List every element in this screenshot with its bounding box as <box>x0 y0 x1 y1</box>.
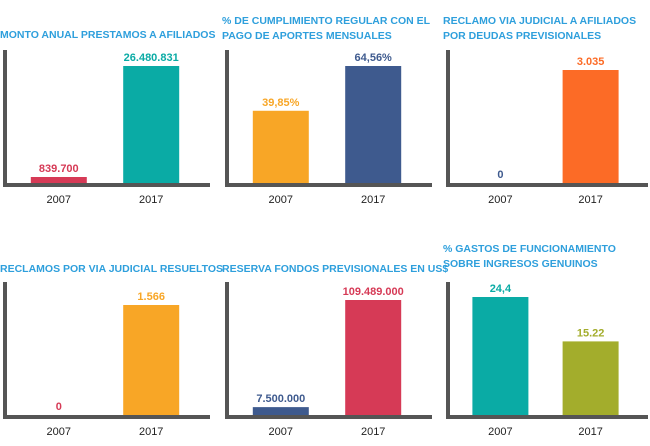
x-tick-label: 2017 <box>578 426 602 438</box>
x-tick-label: 2017 <box>139 426 163 438</box>
data-label: 0 <box>56 401 62 413</box>
data-label: 26.480.831 <box>124 52 179 64</box>
data-label: 109.489.000 <box>343 286 404 298</box>
bar-2017 <box>123 305 180 415</box>
chart-title: RESERVA FONDOS PREVISIONALES EN US$ <box>222 262 449 277</box>
data-label: 3.035 <box>577 56 605 68</box>
chart-title: % GASTOS DE FUNCIONAMIENTO SOBRE INGRESO… <box>443 242 650 272</box>
chart-panel-gastos: % GASTOS DE FUNCIONAMIENTO SOBRE INGRESO… <box>443 242 650 446</box>
chart-title-line: POR DEUDAS PREVISIONALES <box>443 30 602 42</box>
x-tick-label: 2007 <box>269 194 293 206</box>
chart-title: RECLAMO VIA JUDICIAL A AFILIADOS POR DEU… <box>443 14 650 44</box>
data-label: 24,4 <box>490 283 512 295</box>
chart-plot: 24,4 2007 15.22 2017 <box>443 282 648 442</box>
x-tick-label: 2017 <box>578 194 602 206</box>
x-tick-label: 2007 <box>47 426 71 438</box>
chart-plot: 839.700 2007 26.480.831 2017 <box>0 50 210 206</box>
x-tick-label: 2007 <box>269 426 293 438</box>
bar-chart-svg: 0 2007 1.566 2017 <box>3 282 210 438</box>
chart-title-line: MONTO ANUAL PRESTAMOS A AFILIADOS <box>0 29 216 41</box>
x-tick-label: 2017 <box>361 194 385 206</box>
chart-title-line: RESERVA FONDOS PREVISIONALES EN US$ <box>222 263 449 275</box>
x-tick-label: 2007 <box>488 194 512 206</box>
chart-title: % DE CUMPLIMIENTO REGULAR CON EL PAGO DE… <box>222 14 437 44</box>
chart-title-line: % DE CUMPLIMIENTO REGULAR CON EL <box>222 15 431 27</box>
bar-2017 <box>562 341 619 415</box>
bar-chart-svg: 24,4 2007 15.22 2017 <box>446 282 648 438</box>
bar-2017 <box>345 300 402 415</box>
data-label: 15.22 <box>577 327 605 339</box>
x-tick-label: 2017 <box>139 194 163 206</box>
bar-2017 <box>345 66 402 183</box>
data-label: 839.700 <box>39 163 79 175</box>
bar-chart-svg: 839.700 2007 26.480.831 2017 <box>3 50 210 206</box>
bar-chart-svg: 0 2007 3.035 2017 <box>446 50 648 206</box>
data-label: 39,85% <box>262 97 300 109</box>
chart-panel-reserva-fondos: RESERVA FONDOS PREVISIONALES EN US$ 7.50… <box>222 262 449 446</box>
chart-panel-reclamos-resueltos: RECLAMOS POR VIA JUDICIAL RESUELTOS 0 200… <box>0 262 224 446</box>
bar-2007 <box>472 297 529 415</box>
bar-2007 <box>252 110 309 183</box>
chart-title-line: PAGO DE APORTES MENSUALES <box>222 30 392 42</box>
chart-panel-cumplimiento: % DE CUMPLIMIENTO REGULAR CON EL PAGO DE… <box>222 14 437 208</box>
bar-2017 <box>562 70 619 183</box>
bar-2007 <box>30 177 87 183</box>
bar-chart-svg: 7.500.000 2007 109.489.000 2017 <box>225 282 432 438</box>
chart-title: MONTO ANUAL PRESTAMOS A AFILIADOS <box>0 28 215 43</box>
x-tick-label: 2007 <box>488 426 512 438</box>
chart-plot: 7.500.000 2007 109.489.000 2017 <box>222 282 432 442</box>
bar-chart-svg: 39,85% 2007 64,56% 2017 <box>225 50 432 206</box>
chart-plot: 0 2007 1.566 2017 <box>0 282 210 442</box>
chart-title: RECLAMOS POR VIA JUDICIAL RESUELTOS <box>0 262 224 277</box>
data-label: 0 <box>497 169 503 181</box>
chart-panel-prestamos: MONTO ANUAL PRESTAMOS A AFILIADOS 839.70… <box>0 28 215 208</box>
chart-title-line: % GASTOS DE FUNCIONAMIENTO <box>443 243 616 255</box>
chart-panel-reclamo-judicial: RECLAMO VIA JUDICIAL A AFILIADOS POR DEU… <box>443 14 650 208</box>
data-label: 1.566 <box>137 291 165 303</box>
data-label: 7.500.000 <box>256 393 305 405</box>
chart-title-line: SOBRE INGRESOS GENUINOS <box>443 258 598 270</box>
chart-title-line: RECLAMO VIA JUDICIAL A AFILIADOS <box>443 15 637 27</box>
bar-2007 <box>252 407 309 415</box>
x-tick-label: 2007 <box>47 194 71 206</box>
chart-title-line: RECLAMOS POR VIA JUDICIAL RESUELTOS <box>0 263 224 275</box>
bar-2017 <box>123 66 180 183</box>
chart-plot: 39,85% 2007 64,56% 2017 <box>222 50 432 206</box>
chart-plot: 0 2007 3.035 2017 <box>443 50 648 206</box>
data-label: 64,56% <box>355 52 393 64</box>
x-tick-label: 2017 <box>361 426 385 438</box>
